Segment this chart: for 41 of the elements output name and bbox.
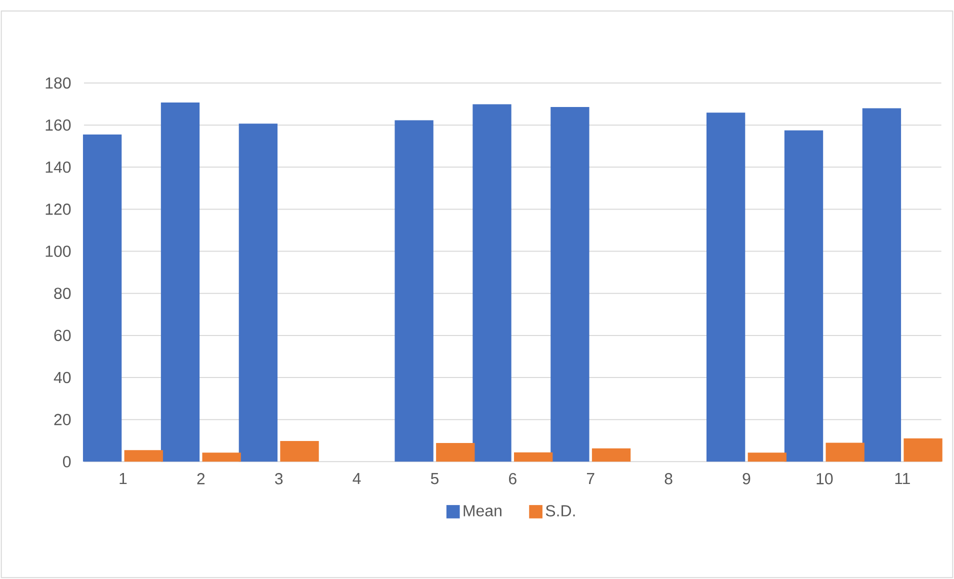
bar (160, 102, 200, 462)
bar (124, 450, 163, 462)
x-tick-label: 10 (816, 473, 833, 484)
y-tick-label: 40 (54, 372, 71, 384)
x-tick-label: 7 (586, 473, 594, 484)
x-tick-label: 4 (352, 473, 361, 484)
x-tick-label: 11 (895, 473, 910, 484)
bar (472, 104, 512, 462)
y-tick-label: 140 (46, 161, 71, 173)
bar (748, 452, 786, 462)
y-tick-label: 20 (54, 414, 71, 426)
bar (826, 442, 864, 462)
bar (238, 124, 278, 462)
bar (862, 108, 902, 462)
x-tick-label: 5 (430, 473, 438, 484)
x-tick-label: 1 (120, 473, 127, 484)
bar (202, 452, 241, 462)
x-tick-label: 9 (742, 473, 750, 484)
bar (82, 134, 122, 462)
bar (784, 130, 824, 462)
x-tick-label: 2 (197, 473, 205, 484)
legend-label: Mean (464, 505, 502, 516)
y-tick-label: 120 (46, 204, 71, 215)
bar (904, 438, 942, 462)
bar (706, 112, 746, 462)
y-tick-label: 60 (54, 330, 71, 342)
y-tick-label: 180 (46, 77, 71, 89)
y-tick-label: 80 (54, 288, 71, 300)
bar (280, 441, 319, 462)
y-tick-label: 160 (46, 119, 71, 131)
x-tick-label: 8 (664, 473, 672, 484)
y-tick-label: 100 (46, 246, 71, 257)
bar (394, 120, 434, 462)
bar (514, 452, 553, 462)
x-tick-label: 6 (509, 473, 516, 484)
bar (592, 448, 631, 462)
bar (550, 106, 590, 462)
legend-label: S.D. (546, 505, 575, 516)
x-tick-label: 3 (275, 473, 283, 484)
bar (436, 442, 475, 462)
y-tick-label: 0 (63, 456, 71, 468)
